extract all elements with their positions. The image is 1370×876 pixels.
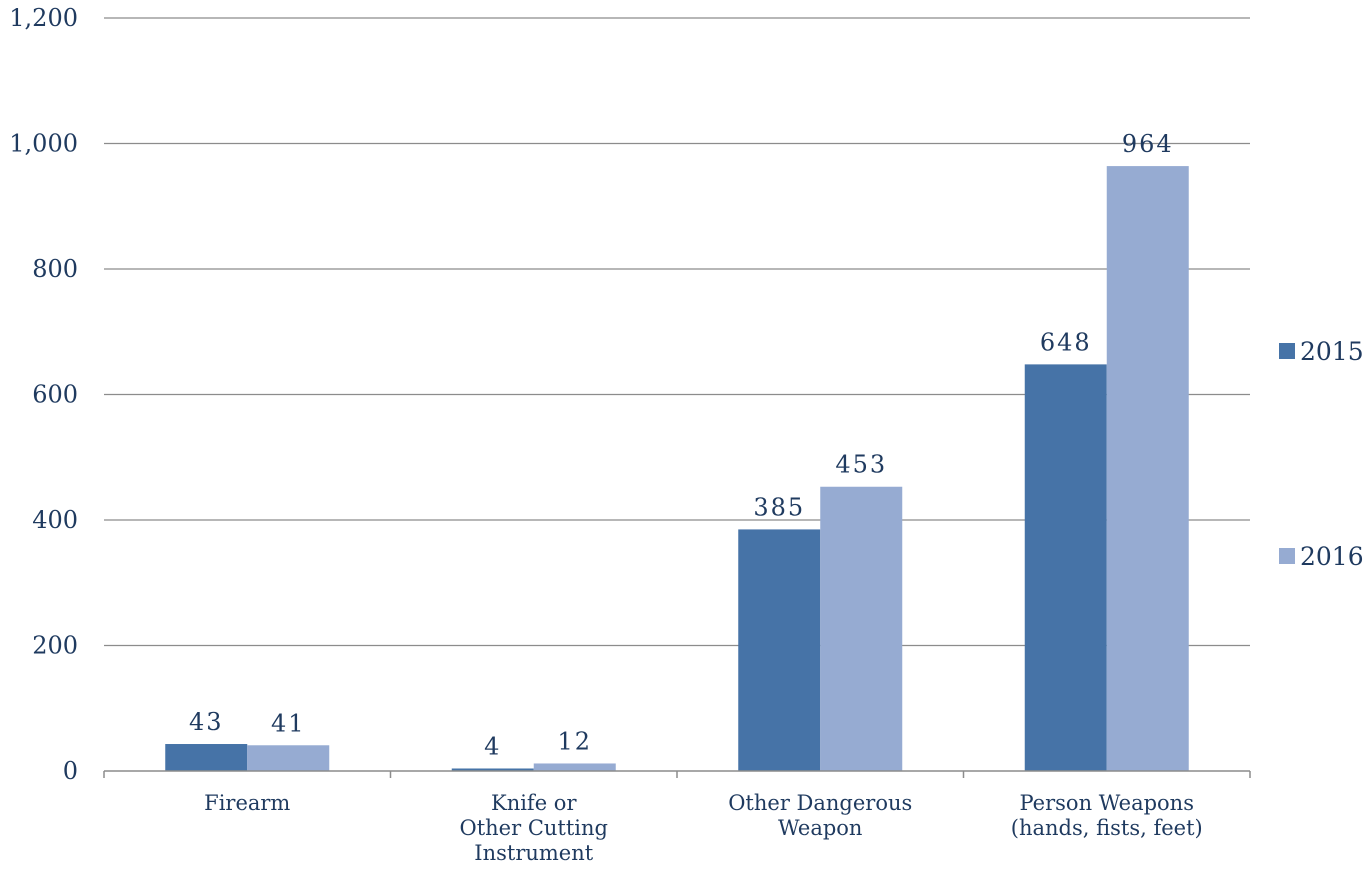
bar bbox=[247, 745, 330, 771]
y-tick-label: 800 bbox=[32, 255, 78, 283]
x-category-label: (hands, fists, feet) bbox=[1011, 816, 1203, 840]
y-tick-label: 600 bbox=[32, 381, 78, 409]
legend: 2015 2016 bbox=[1279, 337, 1364, 571]
data-label: 4 bbox=[484, 732, 501, 760]
y-tick-label: 400 bbox=[32, 506, 78, 534]
bar bbox=[738, 529, 821, 771]
x-category-label: Firearm bbox=[204, 791, 290, 815]
bars bbox=[165, 166, 1189, 772]
bar bbox=[820, 486, 903, 771]
y-tick-label: 0 bbox=[63, 757, 78, 785]
y-tick-label: 200 bbox=[32, 632, 78, 660]
data-label: 41 bbox=[271, 709, 306, 737]
bar bbox=[451, 768, 534, 771]
data-label: 453 bbox=[835, 451, 887, 479]
y-axis-tick-labels: 0 200 400 600 800 1,000 1,200 bbox=[9, 4, 78, 785]
x-axis bbox=[103, 770, 1251, 778]
legend-label: 2015 bbox=[1300, 337, 1364, 366]
data-label: 964 bbox=[1122, 130, 1174, 158]
x-category-label: Knife or bbox=[491, 791, 577, 815]
x-category-label: Weapon bbox=[778, 816, 862, 840]
legend-swatch bbox=[1279, 343, 1295, 359]
x-category-label: Other Dangerous bbox=[728, 791, 912, 815]
bar bbox=[533, 763, 616, 771]
y-tick-label: 1,200 bbox=[9, 4, 78, 32]
legend-label: 2016 bbox=[1300, 542, 1364, 571]
bar bbox=[165, 744, 248, 771]
data-label: 43 bbox=[189, 708, 224, 736]
legend-swatch bbox=[1279, 548, 1295, 564]
x-category-label: Other Cutting bbox=[460, 816, 608, 840]
bar bbox=[1024, 364, 1107, 771]
data-label: 648 bbox=[1040, 328, 1092, 356]
data-label: 385 bbox=[753, 493, 805, 521]
x-category-label: Instrument bbox=[474, 841, 593, 865]
data-labels: 43 41 4 12 385 453 648 964 bbox=[189, 130, 1174, 760]
y-tick-label: 1,000 bbox=[9, 130, 78, 158]
x-category-label: Person Weapons bbox=[1020, 791, 1194, 815]
bar bbox=[1106, 166, 1189, 772]
data-label: 12 bbox=[557, 727, 592, 755]
